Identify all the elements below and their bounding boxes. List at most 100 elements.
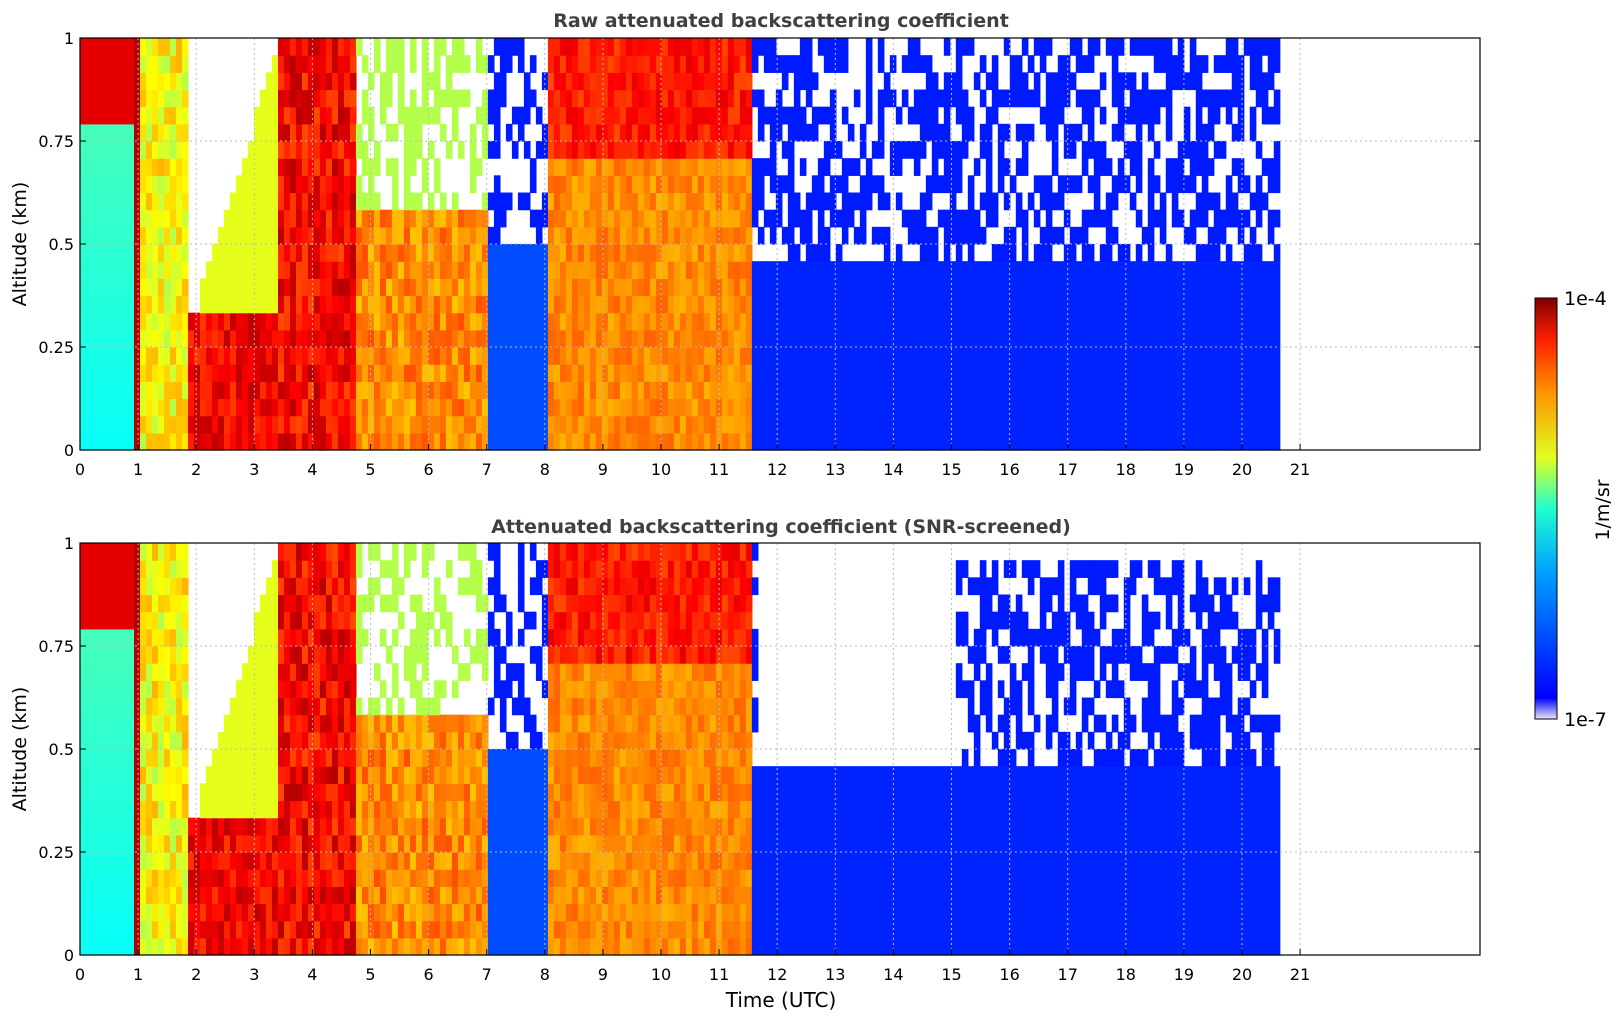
heatmap-cell [301, 89, 309, 108]
heatmap-cell [175, 680, 183, 699]
heatmap-cell [109, 278, 117, 297]
heatmap-cell [319, 432, 327, 451]
heatmap-cell [1201, 55, 1209, 73]
heatmap-cell [691, 364, 699, 382]
heatmap-cell [1159, 312, 1167, 331]
heatmap-cell [1081, 364, 1089, 382]
heatmap-cell [913, 364, 921, 382]
heatmap-cell [667, 72, 675, 91]
heatmap-cell [583, 38, 591, 56]
heatmap-cell [319, 158, 327, 176]
heatmap-cell [913, 55, 921, 73]
heatmap-cell [679, 89, 687, 108]
heatmap-cell [307, 89, 315, 108]
heatmap-cell [583, 226, 591, 245]
heatmap-cell [877, 106, 885, 125]
heatmap-cell [943, 312, 951, 331]
heatmap-cell [553, 244, 561, 262]
heatmap-cell [877, 192, 885, 211]
heatmap-cell [529, 261, 537, 279]
heatmap-cell [295, 244, 303, 262]
heatmap-cell [667, 329, 675, 348]
heatmap-cell [805, 364, 813, 382]
heatmap-cell [1189, 432, 1197, 451]
heatmap-cell [547, 364, 555, 382]
heatmap-cell [337, 226, 345, 245]
heatmap-cell [1249, 312, 1257, 331]
heatmap-cell [283, 347, 291, 365]
heatmap-cell [409, 123, 417, 142]
heatmap-cell [559, 278, 567, 297]
heatmap-cell [1207, 347, 1215, 365]
heatmap-cell [1069, 244, 1077, 262]
heatmap-cell [127, 398, 135, 417]
heatmap-cell [169, 432, 177, 451]
heatmap-cell [703, 89, 711, 108]
heatmap-cell [169, 244, 177, 262]
heatmap-cell [523, 192, 531, 211]
heatmap-cell [127, 364, 135, 382]
heatmap-cell [811, 106, 819, 125]
heatmap-cell [757, 398, 765, 417]
heatmap-cell [223, 209, 231, 228]
heatmap-cell [937, 295, 945, 314]
heatmap-cell [1201, 295, 1209, 314]
heatmap-cell [349, 38, 357, 56]
heatmap-cell [271, 226, 279, 245]
heatmap-cell [1147, 38, 1155, 56]
heatmap-cell [1039, 175, 1047, 194]
heatmap-cell [385, 398, 393, 417]
heatmap-cell [205, 886, 213, 905]
heatmap-cell [271, 106, 279, 125]
heatmap-cell [337, 72, 345, 91]
heatmap-cell [163, 543, 171, 561]
heatmap-cell [1255, 329, 1263, 348]
heatmap-cell [421, 38, 429, 56]
heatmap-cell [655, 123, 663, 142]
heatmap-cell [853, 192, 861, 211]
heatmap-cell [1225, 192, 1233, 211]
heatmap-cell [751, 55, 759, 73]
heatmap-cell [745, 89, 753, 108]
heatmap-cell [331, 869, 339, 887]
heatmap-cell [973, 329, 981, 348]
heatmap-cell [571, 175, 579, 194]
heatmap-cell [1093, 89, 1101, 108]
heatmap-cell [511, 415, 519, 434]
heatmap-cell [199, 398, 207, 417]
heatmap-cell [841, 226, 849, 245]
heatmap-cell [469, 141, 477, 159]
heatmap-cell [163, 886, 171, 905]
heatmap-cell [823, 278, 831, 297]
heatmap-cell [943, 89, 951, 108]
heatmap-cell [385, 278, 393, 297]
heatmap-cell [613, 347, 621, 365]
heatmap-cell [1195, 89, 1203, 108]
heatmap-cell [289, 714, 297, 733]
heatmap-cell [205, 347, 213, 365]
heatmap-cell [1231, 38, 1239, 56]
heatmap-cell [1027, 55, 1035, 73]
heatmap-cell [631, 329, 639, 348]
heatmap-cell [241, 209, 249, 228]
heatmap-cell [235, 364, 243, 382]
heatmap-cell [349, 261, 357, 279]
heatmap-cell [235, 347, 243, 365]
heatmap-cell [1063, 415, 1071, 434]
heatmap-cell [745, 123, 753, 142]
heatmap-cell [98, 415, 105, 434]
x-tick-label: 16 [999, 460, 1019, 479]
heatmap-cell [337, 141, 345, 159]
heatmap-cell [673, 72, 681, 91]
heatmap-cell [1129, 278, 1137, 297]
heatmap-cell [295, 106, 303, 125]
heatmap-cell [415, 123, 423, 142]
heatmap-cell [433, 72, 441, 91]
heatmap-cell [229, 192, 237, 211]
heatmap-cell [937, 123, 945, 142]
heatmap-cell [619, 226, 627, 245]
heatmap-cell [607, 278, 615, 297]
heatmap-cell [823, 261, 831, 279]
heatmap-cell [373, 364, 381, 382]
